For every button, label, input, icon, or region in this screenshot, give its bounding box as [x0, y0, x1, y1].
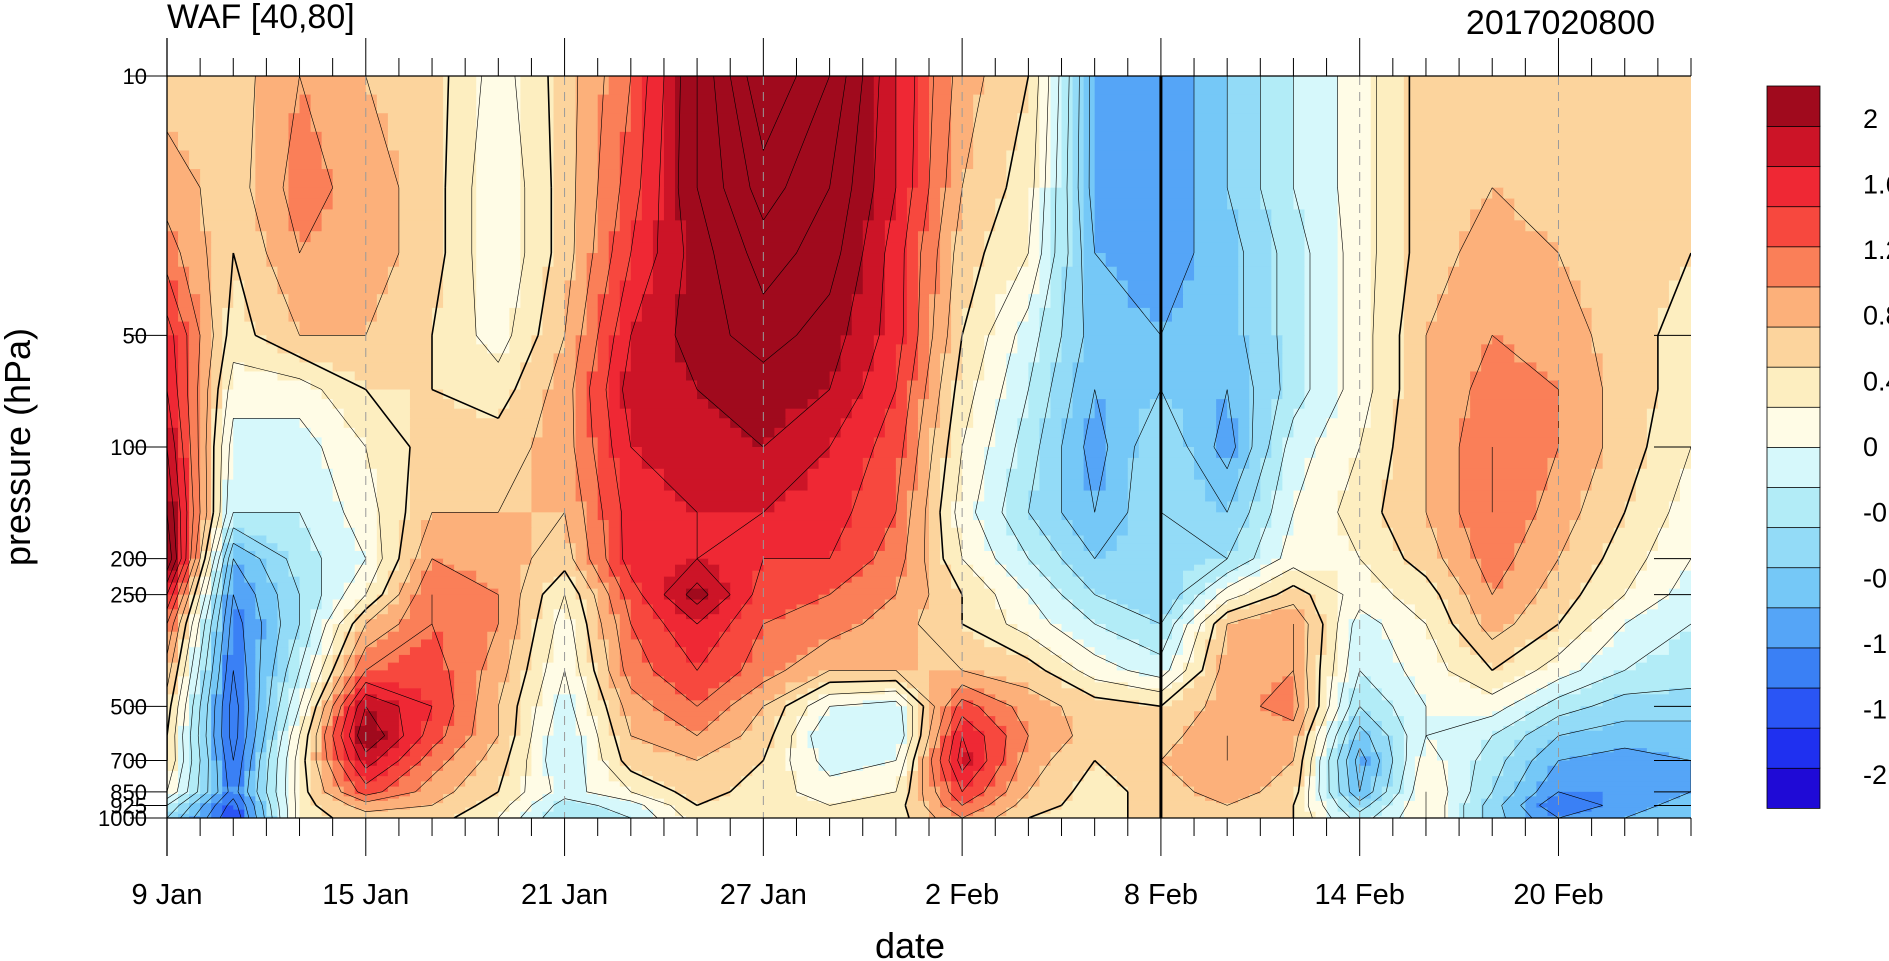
x-tick-label: 8 Feb: [1124, 879, 1198, 911]
colorbar-label: 0.4: [1863, 366, 1889, 396]
contour-lines: [167, 76, 1691, 818]
colorbar-swatch: [1766, 286, 1821, 328]
colorbar-swatch: [1766, 85, 1821, 127]
colorbar-swatch: [1766, 647, 1821, 689]
contour-field: [167, 76, 1691, 818]
colorbar-swatch: [1766, 406, 1821, 448]
colorbar-label: 0: [1863, 432, 1878, 462]
x-tick-label: 21 Jan: [521, 879, 608, 911]
colorbar-swatch: [1766, 526, 1821, 569]
y-tick-label: 10: [123, 64, 147, 89]
colorbar-label: 1.6: [1863, 170, 1889, 200]
y-tick-label: 200: [110, 547, 147, 572]
colorbar-swatch: [1766, 607, 1821, 649]
y-tick-label: 850: [110, 780, 147, 805]
colorbar-label: -1.6: [1863, 695, 1889, 725]
colorbar-label: -0.8: [1863, 563, 1889, 593]
colorbar-label: -2: [1863, 760, 1887, 790]
colorbar-swatch: [1766, 246, 1821, 288]
x-tick-label: 9 Jan: [132, 879, 203, 911]
colorbar-swatch: [1766, 125, 1821, 168]
colorbar-swatch: [1766, 165, 1821, 208]
y-tick-label: 700: [110, 749, 147, 774]
chart-title: WAF [40,80]: [167, 0, 355, 36]
x-tick-label: 15 Jan: [322, 879, 409, 911]
colorbar-label: -1.2: [1863, 629, 1889, 659]
y-axis-label: pressure (hPa): [0, 328, 38, 566]
chart-date-stamp: 2017020800: [1466, 4, 1655, 42]
colorbar-swatch: [1766, 566, 1821, 609]
x-axis-label: date: [875, 925, 945, 961]
y-tick-label: 925: [110, 793, 147, 818]
colorbar-swatch: [1766, 727, 1821, 769]
y-tick-label: 1000: [98, 806, 147, 831]
colorbar-swatch: [1766, 366, 1821, 408]
y-tick-label: 250: [110, 583, 147, 608]
colorbar-swatch: [1766, 446, 1821, 488]
x-tick-label: 27 Jan: [720, 879, 807, 911]
x-tick-label: 2 Feb: [925, 879, 999, 911]
y-tick-label: 100: [110, 435, 147, 460]
colorbar-label: 1.2: [1863, 235, 1889, 265]
colorbar-swatch: [1766, 205, 1821, 248]
x-tick-label: 14 Feb: [1315, 879, 1405, 911]
x-tick-label: 20 Feb: [1513, 879, 1603, 911]
colorbar-label: 0.8: [1863, 301, 1889, 331]
y-tick-label: 50: [123, 323, 147, 348]
colorbar-swatch: [1766, 687, 1821, 729]
colorbar: 2 1.6 1.2 0.8 0.4 0 -0.4 -0.8 -1.2 -1.6 -2: [1766, 85, 1889, 809]
y-tick-label: 500: [110, 694, 147, 719]
colorbar-swatch: [1766, 486, 1821, 529]
colorbar-label: -0.4: [1863, 498, 1889, 528]
colorbar-swatch: [1766, 767, 1821, 809]
axes: 9 Jan 15 Jan 21 Jan 27 Jan 2 Feb 8 Feb 14 Feb 2…: [98, 38, 1692, 911]
colorbar-swatch: [1766, 326, 1821, 368]
colorbar-label: 2: [1863, 104, 1878, 134]
